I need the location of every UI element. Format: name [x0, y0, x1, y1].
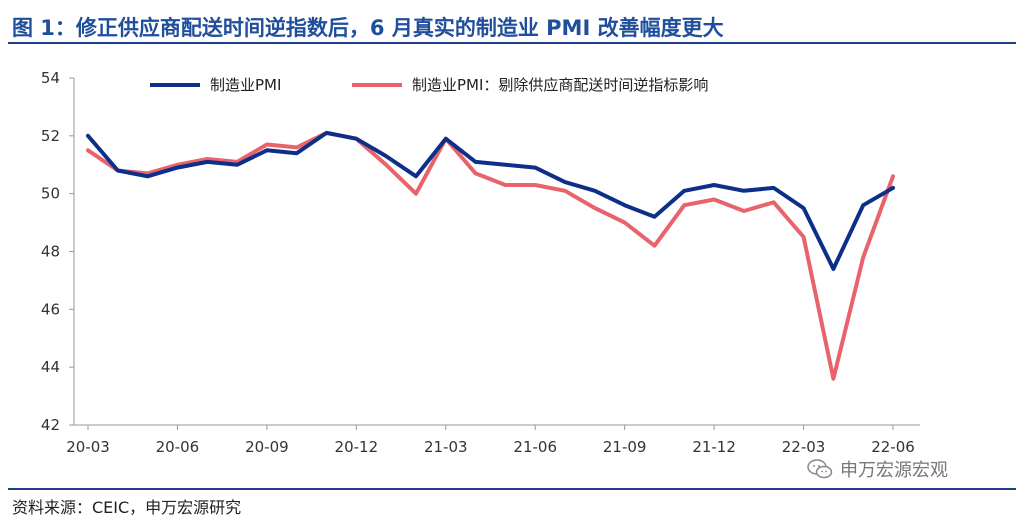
x-tick-label: 20-03	[66, 438, 110, 456]
x-tick-label: 21-06	[513, 438, 557, 456]
x-tick-label: 22-03	[782, 438, 826, 456]
y-axis-ticks: 42 44 46 48 50 52 54	[41, 69, 74, 434]
y-tick-label: 46	[41, 300, 60, 318]
title-divider	[8, 42, 1016, 44]
x-tick-label: 20-06	[156, 438, 200, 456]
footer-divider	[8, 488, 1016, 490]
chart-legend: 制造业PMI 制造业PMI：剔除供应商配送时间逆指标影响	[150, 76, 708, 94]
y-tick-label: 50	[41, 185, 60, 203]
x-tick-label: 22-06	[871, 438, 915, 456]
x-tick-label: 20-12	[335, 438, 379, 456]
series-line-pmi	[86, 130, 895, 271]
chart-title: 图 1：修正供应商配送时间逆指数后，6 月真实的制造业 PMI 改善幅度更大	[12, 16, 724, 40]
pmi-line-chart: 42 44 46 48 50 52 54 20-03 20-06 20-09 20-12 21-03…	[41, 69, 920, 456]
y-tick-label: 44	[41, 358, 60, 376]
x-tick-label: 21-03	[424, 438, 468, 456]
y-tick-label: 52	[41, 127, 60, 145]
legend-label-pmi: 制造业PMI	[210, 76, 281, 94]
y-tick-label: 48	[41, 243, 60, 261]
legend-label-pmi-adjusted: 制造业PMI：剔除供应商配送时间逆指标影响	[412, 76, 708, 94]
x-tick-label: 20-09	[245, 438, 289, 456]
wechat-icon	[807, 459, 833, 479]
watermark-text: 申万宏源宏观	[840, 460, 948, 481]
watermark: 申万宏源宏观	[806, 456, 948, 482]
series-line-pmi-adjusted	[86, 130, 895, 381]
x-tick-label: 21-09	[603, 438, 647, 456]
chart-axes	[73, 78, 920, 426]
source-note: 资料来源：CEIC，申万宏源研究	[12, 498, 242, 517]
chart-series	[86, 130, 895, 381]
y-tick-label: 54	[41, 69, 60, 87]
x-axis-ticks: 20-03 20-06 20-09 20-12 21-03 21-06 21-09 21-12…	[66, 425, 915, 456]
y-tick-label: 42	[41, 416, 60, 434]
x-tick-label: 21-12	[692, 438, 736, 456]
